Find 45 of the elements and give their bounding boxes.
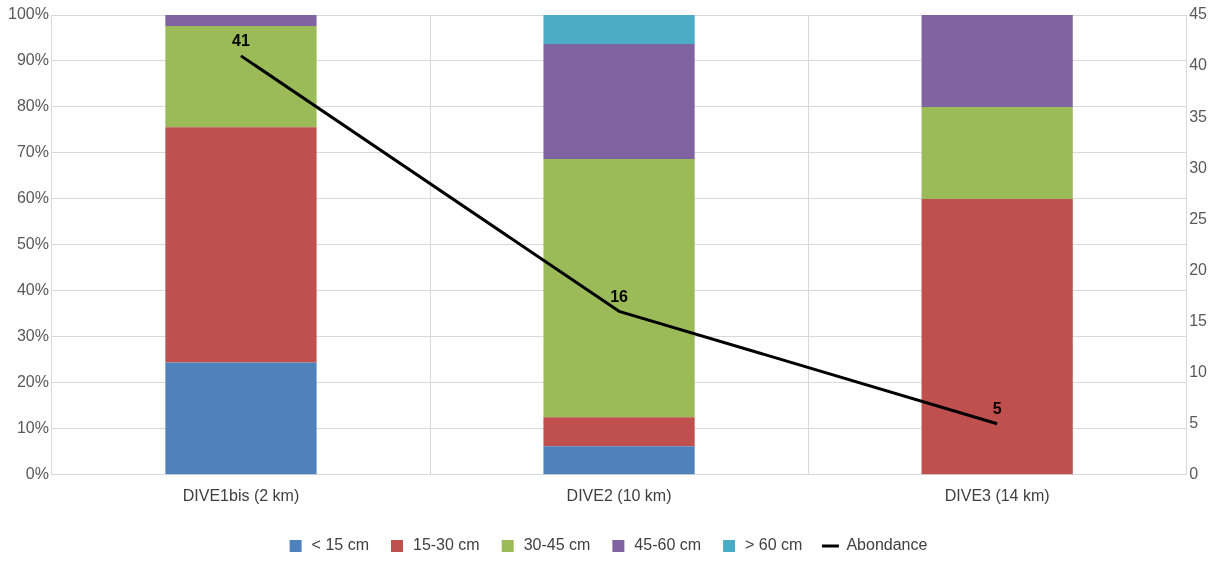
legend-label: 45-60 cm bbox=[634, 536, 702, 554]
bar bbox=[165, 15, 317, 27]
y-tick-label: 60% bbox=[16, 189, 49, 207]
legend-label: < 15 cm bbox=[311, 536, 369, 554]
y2-tick-label: 40 bbox=[1189, 56, 1208, 74]
bar bbox=[543, 15, 695, 44]
y2-tick-label: 0 bbox=[1189, 465, 1199, 483]
bar bbox=[165, 127, 317, 363]
x-tick-label: DIVE3 (14 km) bbox=[944, 486, 1050, 504]
y-tick-label: 90% bbox=[16, 51, 49, 69]
bar bbox=[921, 198, 1073, 475]
bar bbox=[165, 362, 317, 475]
y-tick-label: 70% bbox=[16, 143, 49, 161]
y2-tick-label: 30 bbox=[1189, 158, 1208, 176]
data-label: 16 bbox=[610, 287, 629, 305]
legend-label: 15-30 cm bbox=[412, 536, 480, 554]
bar bbox=[543, 417, 695, 447]
bar bbox=[921, 15, 1073, 107]
data-label: 5 bbox=[992, 400, 1002, 418]
y-tick-label: 50% bbox=[16, 235, 49, 253]
y-tick-label: 40% bbox=[16, 281, 49, 299]
data-label: 41 bbox=[232, 32, 250, 50]
legend-label: > 60 cm bbox=[745, 536, 803, 554]
y-tick-label: 80% bbox=[16, 97, 49, 115]
y2-tick-label: 25 bbox=[1189, 209, 1208, 227]
bar bbox=[543, 446, 695, 475]
y2-tick-label: 45 bbox=[1189, 5, 1208, 23]
bar bbox=[921, 106, 1073, 199]
legend-label: Abondance bbox=[846, 536, 928, 554]
y2-tick-label: 10 bbox=[1189, 363, 1208, 381]
x-tick-label: DIVE1bis (2 km) bbox=[182, 486, 300, 504]
x-tick-label: DIVE2 (10 km) bbox=[566, 486, 672, 504]
y2-tick-label: 20 bbox=[1189, 260, 1208, 278]
y-tick-label: 20% bbox=[16, 373, 49, 391]
bar bbox=[165, 26, 317, 128]
bar bbox=[543, 158, 695, 418]
y2-tick-label: 5 bbox=[1189, 414, 1199, 432]
bar bbox=[543, 43, 695, 159]
y-tick-label: 100% bbox=[8, 5, 49, 23]
legend-label: 30-45 cm bbox=[523, 536, 591, 554]
y2-tick-label: 15 bbox=[1189, 311, 1208, 329]
y-tick-label: 30% bbox=[16, 327, 49, 345]
y-tick-label: 0% bbox=[25, 465, 49, 483]
y2-tick-label: 35 bbox=[1189, 107, 1208, 125]
y-tick-label: 10% bbox=[16, 419, 49, 437]
